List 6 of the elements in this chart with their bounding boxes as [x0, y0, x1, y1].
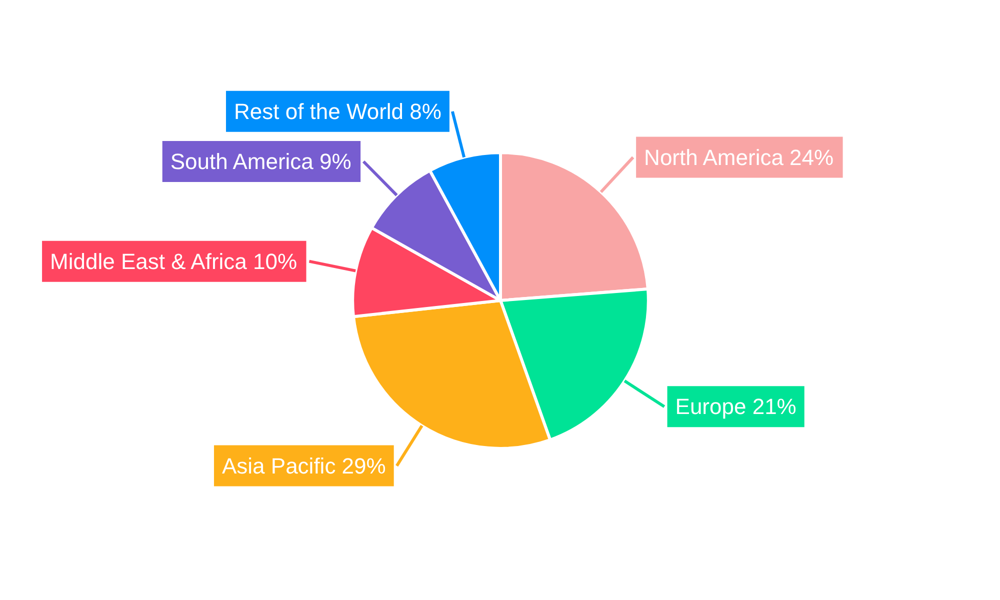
slice-label: North America 24%: [644, 144, 834, 170]
slice-label: Rest of the World 8%: [234, 98, 442, 124]
slice-label: South America 9%: [170, 148, 352, 174]
slice-label: Middle East & Africa 10%: [50, 248, 298, 274]
slice-label: Europe 21%: [675, 394, 796, 420]
slice-label: Asia Pacific 29%: [222, 453, 386, 478]
